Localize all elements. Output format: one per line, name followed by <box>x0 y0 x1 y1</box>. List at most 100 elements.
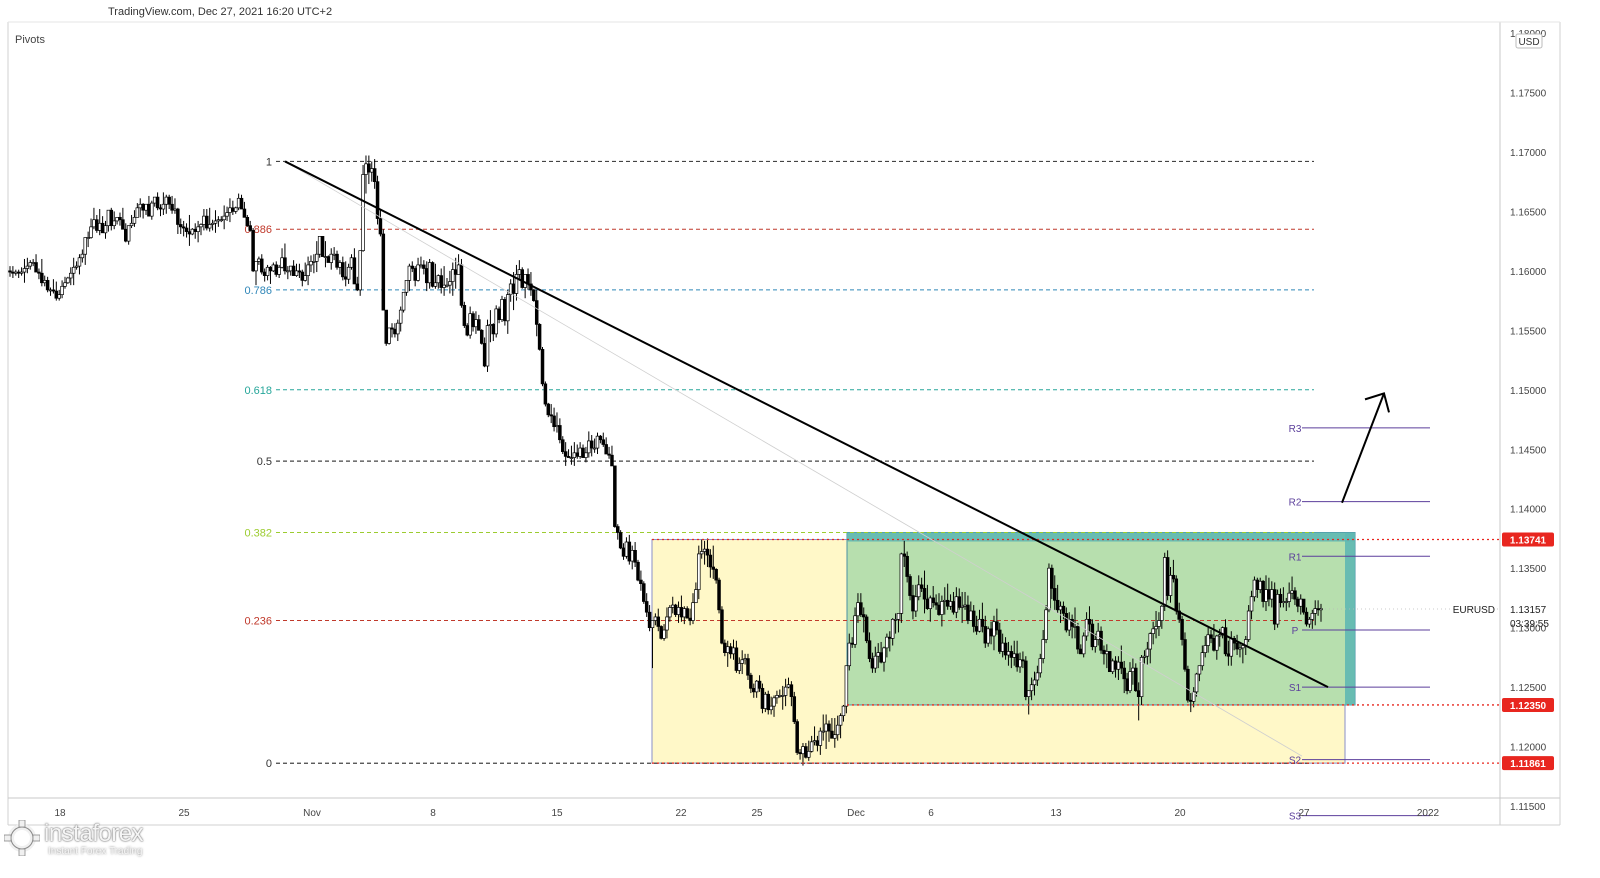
candle-body <box>1116 661 1121 670</box>
candle-body <box>841 705 846 717</box>
candle-body <box>419 264 423 267</box>
candle-body <box>537 324 542 350</box>
candle-body <box>465 325 470 336</box>
candle-body <box>1194 673 1199 693</box>
candle-body <box>390 327 394 330</box>
symbol-label: EURUSD <box>1453 605 1495 616</box>
candle-body <box>468 313 472 336</box>
candle-body <box>679 607 684 618</box>
candle-body <box>346 266 351 280</box>
range-box-tight-right-band <box>1345 532 1355 705</box>
candle-body <box>902 553 907 557</box>
candle-body <box>277 266 281 275</box>
candle-body <box>1136 690 1141 697</box>
candle-body <box>1160 605 1164 621</box>
candle-body <box>905 555 909 577</box>
indicator-label-pivots[interactable]: Pivots <box>15 34 45 46</box>
candle-body <box>332 253 336 256</box>
candle-body <box>271 264 276 272</box>
candle-body <box>1038 658 1043 674</box>
x-tick-4: 15 <box>551 808 563 819</box>
candle-body <box>448 281 452 286</box>
candle-body <box>717 579 721 611</box>
candle-body <box>630 550 634 562</box>
candle-body <box>233 207 238 212</box>
candle-body <box>100 222 105 234</box>
candle-body <box>453 269 458 275</box>
candle-body <box>16 271 21 274</box>
candle-body <box>861 614 866 618</box>
candle-body <box>534 300 539 325</box>
candle-body <box>124 228 128 242</box>
candle-body <box>398 309 403 324</box>
candle-body <box>109 209 114 227</box>
candle-body <box>931 597 935 604</box>
candle-body <box>1052 588 1057 601</box>
candle-body <box>584 452 588 458</box>
candle-body <box>1061 605 1066 614</box>
candle-body <box>1171 574 1176 580</box>
candle-body <box>497 308 501 320</box>
candle-body <box>1238 647 1242 650</box>
candle-body <box>393 328 397 335</box>
candle-body <box>479 329 484 344</box>
candle-body <box>1084 618 1089 637</box>
candle-body <box>86 237 90 239</box>
candle-body <box>511 283 516 294</box>
candle-body <box>1249 596 1254 612</box>
main-trendline <box>284 160 1329 689</box>
candle-body <box>804 746 808 758</box>
chart-source-header: TradingView.com, Dec 27, 2021 16:20 UTC+… <box>108 6 333 18</box>
candle-body <box>471 313 475 328</box>
candle-body <box>885 636 889 649</box>
candle-body <box>207 224 212 229</box>
candle-body <box>694 589 698 604</box>
candle-body <box>809 741 814 752</box>
candle-body <box>300 271 305 281</box>
candle-body <box>433 282 438 287</box>
candle-body <box>1183 639 1187 670</box>
candle-body <box>1284 601 1289 603</box>
candle-body <box>815 740 820 746</box>
candle-body <box>1223 627 1228 655</box>
y-tick-9: 1.13500 <box>1510 564 1547 575</box>
candle-body <box>424 268 429 284</box>
candle-body <box>928 597 933 609</box>
candle-body <box>957 596 961 608</box>
candle-body <box>274 264 279 275</box>
candle-body <box>555 425 559 428</box>
candle-body <box>118 216 122 221</box>
candle-body <box>699 551 704 555</box>
candle-body <box>752 687 756 693</box>
candle-body <box>983 626 988 644</box>
candle-body <box>83 237 87 255</box>
candle-body <box>1021 659 1025 662</box>
candle-body <box>792 696 797 722</box>
x-tick-10: 20 <box>1174 808 1186 819</box>
candle-body <box>856 602 860 617</box>
candle-body <box>561 439 565 452</box>
candle-body <box>853 615 857 645</box>
candle-body <box>1261 580 1265 602</box>
candle-body <box>268 266 273 272</box>
candle-body <box>11 271 15 274</box>
candle-body <box>1287 592 1291 602</box>
candle-body <box>381 233 386 311</box>
candle-body <box>225 212 229 217</box>
candle-body <box>1307 618 1312 625</box>
candle-body <box>97 222 102 231</box>
candle-body <box>1215 635 1219 651</box>
candle-body <box>254 260 258 272</box>
candle-body <box>578 447 582 457</box>
candle-body <box>604 444 608 455</box>
candle-body <box>1134 667 1138 692</box>
candle-body <box>358 250 362 291</box>
candle-body <box>969 610 973 621</box>
candle-body <box>847 642 852 667</box>
candle-body <box>126 225 131 242</box>
key-level-badge-text-2: 1.11861 <box>1510 759 1546 770</box>
candle-body <box>184 227 189 232</box>
y-tick-7: 1.14500 <box>1510 445 1547 456</box>
candle-body <box>1079 648 1083 655</box>
